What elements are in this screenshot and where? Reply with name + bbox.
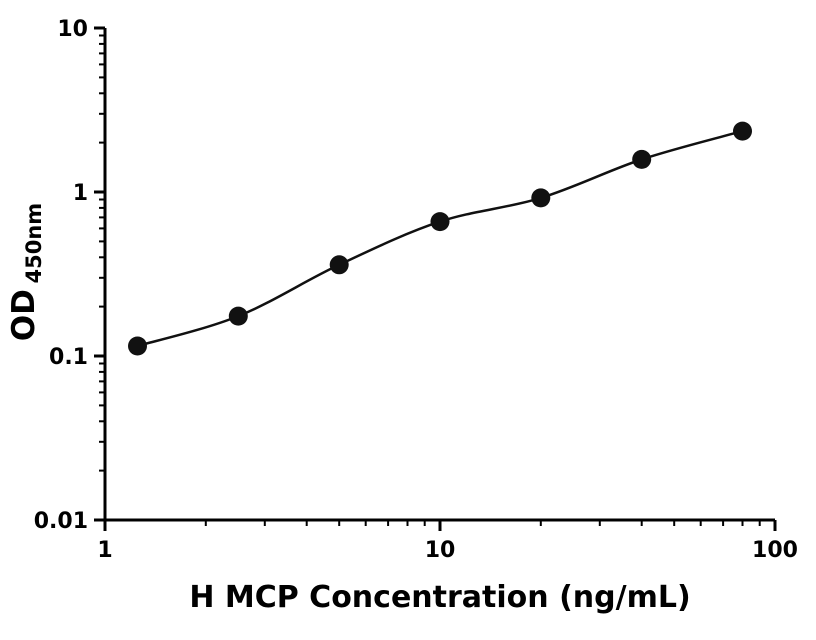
x-tick-label: 100 [752,538,798,563]
axis-spines [103,28,775,522]
data-point [632,149,652,169]
data-point [128,336,147,356]
y-tick-label: 10 [57,17,88,42]
y-axis-title-subscript: 450nm [22,203,46,284]
y-axis-title-main: OD [6,289,42,341]
data-point [430,212,450,232]
data-point [733,121,752,141]
chart-plot-area: 1 10 100 0.01 0.1 1 10 [34,17,798,563]
x-axis-title: H MCP Concentration (ng/mL) [189,580,690,615]
x-tick-label: 1 [97,538,112,563]
x-tick-label: 10 [425,538,456,563]
y-tick-label: 1 [73,181,88,206]
fit-curve [137,129,743,348]
data-point [228,306,248,326]
data-point [329,255,349,275]
y-tick-label: 0.01 [34,509,88,534]
y-tick-label: 0.1 [49,345,88,370]
data-point [531,188,551,208]
y-axis-title: OD 450nm [6,203,46,341]
